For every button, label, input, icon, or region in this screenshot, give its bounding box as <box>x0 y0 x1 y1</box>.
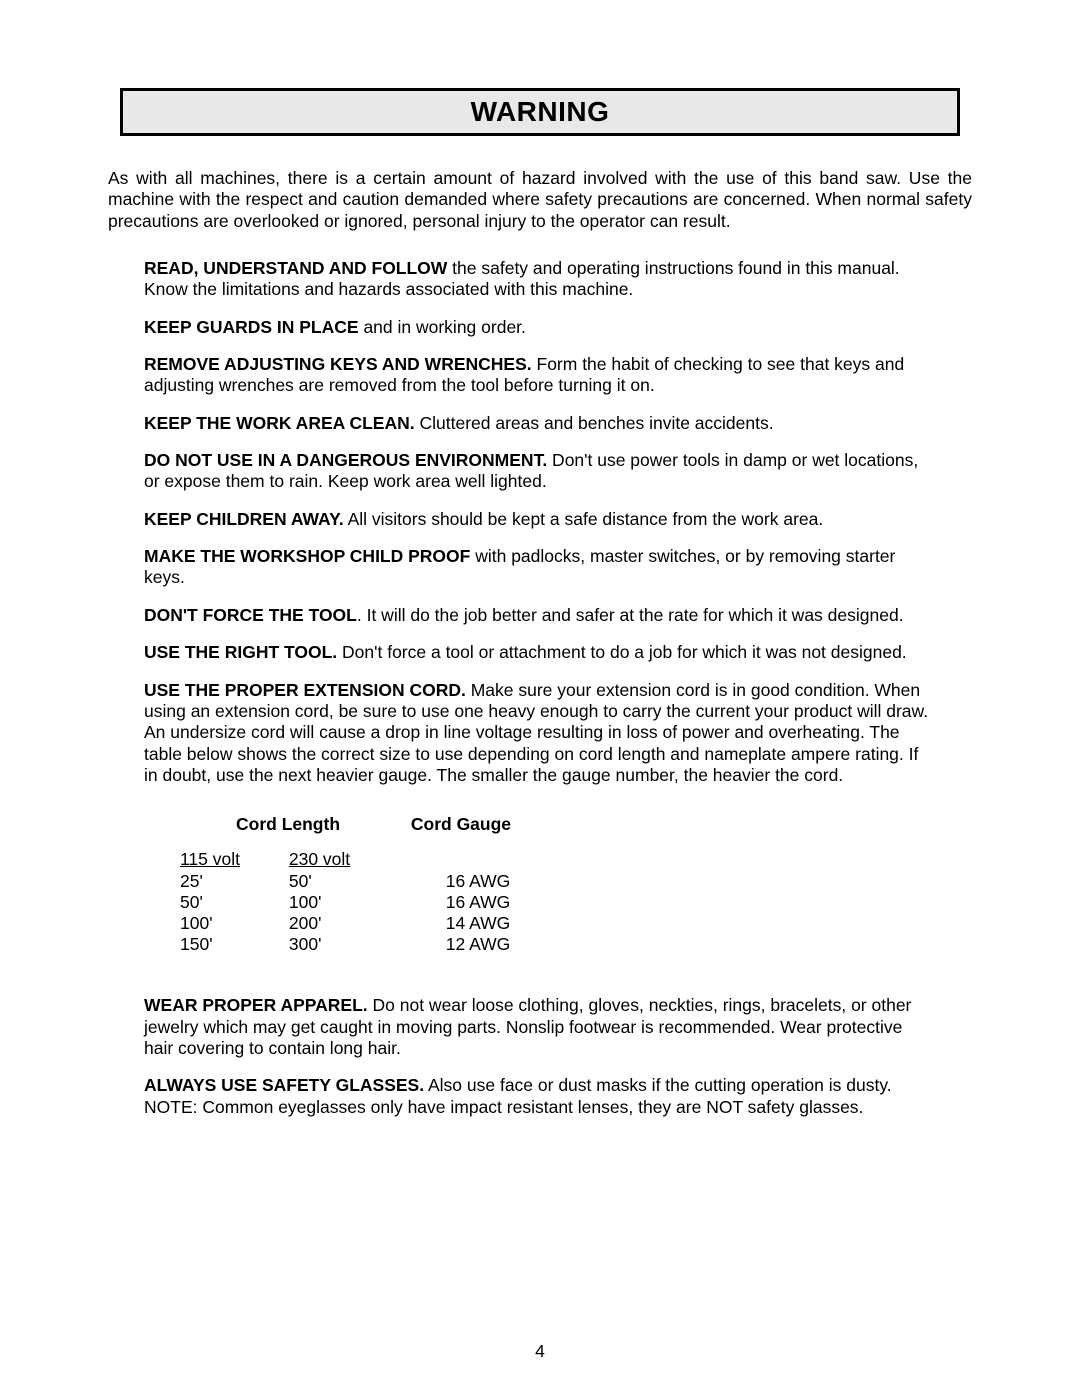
rule-item: DON'T FORCE THE TOOL. It will do the job… <box>144 605 936 626</box>
warning-heading: WARNING <box>120 88 960 136</box>
cord-table-header-row: Cord Length Cord Gauge <box>180 814 936 835</box>
intro-paragraph: As with all machines, there is a certain… <box>108 168 972 232</box>
rules-section: READ, UNDERSTAND AND FOLLOW the safety a… <box>108 258 972 1118</box>
rule-item: WEAR PROPER APPAREL. Do not wear loose c… <box>144 995 936 1059</box>
table-row: 50' 100' 16 AWG <box>180 892 936 913</box>
table-row: 25' 50' 16 AWG <box>180 871 936 892</box>
rule-item: ALWAYS USE SAFETY GLASSES. Also use face… <box>144 1075 936 1118</box>
rule-item: MAKE THE WORKSHOP CHILD PROOF with padlo… <box>144 546 936 589</box>
header-cord-gauge: Cord Gauge <box>411 814 511 835</box>
page-number: 4 <box>0 1341 1080 1362</box>
rule-item: DO NOT USE IN A DANGEROUS ENVIRONMENT. D… <box>144 450 936 493</box>
subheader-230v: 230 volt <box>289 849 441 870</box>
cord-table-subheader: 115 volt 230 volt <box>180 849 936 870</box>
rule-item: KEEP CHILDREN AWAY. All visitors should … <box>144 509 936 530</box>
rule-item: REMOVE ADJUSTING KEYS AND WRENCHES. Form… <box>144 354 936 397</box>
rule-item: READ, UNDERSTAND AND FOLLOW the safety a… <box>144 258 936 301</box>
rule-item: USE THE PROPER EXTENSION CORD. Make sure… <box>144 680 936 787</box>
cord-table: Cord Length Cord Gauge 115 volt 230 volt… <box>180 814 936 955</box>
rule-item: KEEP GUARDS IN PLACE and in working orde… <box>144 317 936 338</box>
document-page: WARNING As with all machines, there is a… <box>0 0 1080 1397</box>
table-row: 150' 300' 12 AWG <box>180 934 936 955</box>
rule-item: USE THE RIGHT TOOL. Don't force a tool o… <box>144 642 936 663</box>
subheader-115v: 115 volt <box>180 849 284 870</box>
header-cord-length: Cord Length <box>180 814 406 835</box>
table-row: 100' 200' 14 AWG <box>180 913 936 934</box>
rule-item: KEEP THE WORK AREA CLEAN. Cluttered area… <box>144 413 936 434</box>
